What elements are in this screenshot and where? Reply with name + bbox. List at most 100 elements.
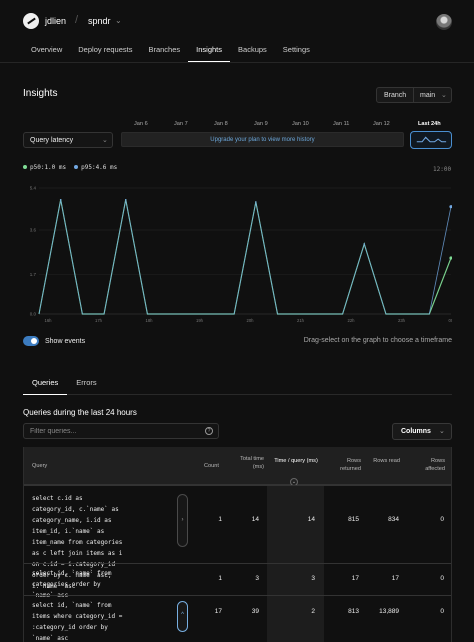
query-count: 1 bbox=[218, 516, 222, 523]
table-row[interactable]: select id, `name` from items where categ… bbox=[24, 595, 451, 642]
chart-data-point[interactable] bbox=[449, 256, 452, 260]
query-time-per-query: 14 bbox=[307, 516, 315, 523]
query-total-time: 39 bbox=[251, 608, 259, 615]
chart-y-tick-label: 1.7 bbox=[30, 272, 37, 277]
columns-button-label: Columns bbox=[401, 428, 431, 435]
database-dropdown-chevron-icon[interactable]: ⌄ bbox=[115, 16, 122, 25]
chart-x-tick-label: 19h bbox=[196, 318, 204, 323]
show-events-toggle[interactable] bbox=[23, 336, 39, 346]
day-jan-6[interactable]: Jan 6 bbox=[134, 121, 148, 127]
tab-deploy-requests[interactable]: Deploy requests bbox=[78, 45, 133, 54]
column-time-per-query[interactable]: Time / query (ms) bbox=[274, 458, 318, 464]
query-rows-returned: 813 bbox=[348, 608, 359, 615]
show-events-toggle-row[interactable]: Show events bbox=[23, 336, 85, 346]
query-time-per-query: 3 bbox=[311, 575, 315, 582]
breadcrumb-separator: / bbox=[75, 14, 79, 26]
legend-p50: p50:1.0 ms bbox=[23, 164, 66, 171]
query-rows-affected: 0 bbox=[440, 516, 444, 523]
chevron-down-icon[interactable]: ⌄ bbox=[441, 92, 447, 99]
database-tabs: Overview Deploy requests Branches Insigh… bbox=[23, 40, 318, 62]
chart-y-tick-label: 3.6 bbox=[30, 228, 37, 233]
chart-x-tick-label: 00h bbox=[449, 318, 453, 323]
chart-data-point[interactable] bbox=[125, 198, 127, 201]
selected-day-mini-graph[interactable] bbox=[410, 131, 452, 149]
table-header: Query Count Total time (ms) Time / query… bbox=[24, 447, 451, 486]
upgrade-history-link[interactable]: Upgrade your plan to view more history bbox=[121, 132, 404, 147]
query-sql: select id, `name` from items where categ… bbox=[32, 602, 123, 642]
query-time-per-query: 2 bbox=[311, 608, 315, 615]
database-name[interactable]: spndr bbox=[88, 16, 111, 26]
day-jan-7[interactable]: Jan 7 bbox=[174, 121, 188, 127]
page-title: Insights bbox=[23, 88, 58, 99]
legend-p50-label: p50:1.0 ms bbox=[30, 164, 67, 171]
query-rows-read: 17 bbox=[391, 575, 399, 582]
tab-overview[interactable]: Overview bbox=[31, 45, 63, 54]
planetscale-logo-icon[interactable] bbox=[23, 13, 39, 29]
query-rows-returned: 815 bbox=[348, 516, 359, 523]
branch-value[interactable]: main bbox=[420, 92, 436, 99]
query-rows-affected: 0 bbox=[440, 608, 444, 615]
chart-data-point[interactable] bbox=[59, 198, 62, 201]
chart-x-tick-label: 17h bbox=[95, 318, 103, 323]
chart-x-tick-label: 22h bbox=[348, 318, 356, 323]
day-jan-12[interactable]: Jan 12 bbox=[373, 121, 390, 127]
tab-queries[interactable]: Queries bbox=[23, 373, 68, 395]
help-icon[interactable]: ? bbox=[205, 427, 213, 435]
filter-queries-input[interactable] bbox=[24, 424, 204, 438]
organization-name[interactable]: jdlien bbox=[45, 16, 67, 26]
query-rows-read: 13,889 bbox=[379, 608, 399, 615]
query-count: 1 bbox=[218, 575, 222, 582]
chart-data-point[interactable] bbox=[363, 243, 365, 245]
chart-x-tick-label: 18h bbox=[146, 318, 154, 323]
chart-data-point[interactable] bbox=[449, 205, 452, 209]
table-row[interactable]: select id, `name` from categories order … bbox=[24, 563, 451, 599]
query-rows-affected: 0 bbox=[440, 575, 444, 582]
chart-legend: p50:1.0 ms p95:4.6 ms bbox=[23, 164, 117, 171]
expand-query-chevron-icon[interactable]: › bbox=[177, 494, 188, 547]
tab-settings[interactable]: Settings bbox=[282, 45, 310, 54]
day-jan-10[interactable]: Jan 10 bbox=[292, 121, 309, 127]
top-navigation: jdlien / spndr ⌄ Overview Deploy request… bbox=[0, 0, 474, 63]
chart-data-point[interactable] bbox=[255, 201, 257, 203]
legend-blue-dot bbox=[74, 165, 79, 169]
show-events-label: Show events bbox=[45, 337, 86, 345]
metric-select-value: Query latency bbox=[30, 137, 74, 144]
chart-x-tick-label: 23h bbox=[398, 318, 406, 323]
column-rows-affected[interactable]: Rows affected bbox=[425, 458, 445, 472]
chart-x-tick-label: 21h bbox=[297, 318, 305, 323]
queries-table: Query Count Total time (ms) Time / query… bbox=[23, 447, 452, 642]
branch-selector[interactable]: Branch main ⌄ bbox=[376, 87, 452, 103]
branch-divider bbox=[413, 88, 414, 102]
column-total-time[interactable]: Total time (ms) bbox=[240, 456, 264, 470]
chart-x-tick-label: 16h bbox=[45, 318, 53, 323]
chart-x-tick-label: 20h bbox=[247, 318, 255, 323]
day-last-24h[interactable]: Last 24h bbox=[418, 121, 441, 127]
column-count[interactable]: Count bbox=[204, 463, 219, 469]
day-jan-9[interactable]: Jan 9 bbox=[254, 121, 268, 127]
chart-y-tick-label: 5.4 bbox=[30, 186, 37, 191]
column-rows-read[interactable]: Rows read bbox=[373, 458, 400, 464]
columns-button[interactable]: Columns ⌄ bbox=[392, 423, 452, 440]
queries-section-title: Queries during the last 24 hours bbox=[23, 408, 137, 417]
metric-select[interactable]: Query latency ⌄ bbox=[23, 132, 113, 148]
table-row[interactable]: select c.id as category_id, c.`name` as … bbox=[24, 485, 451, 590]
day-jan-8[interactable]: Jan 8 bbox=[214, 121, 228, 127]
tab-branches[interactable]: Branches bbox=[148, 45, 181, 54]
day-jan-11[interactable]: Jan 11 bbox=[333, 121, 350, 127]
legend-green-dot bbox=[23, 165, 27, 169]
user-avatar[interactable] bbox=[436, 14, 452, 30]
collapse-query-chevron-icon[interactable]: ^ bbox=[177, 601, 188, 632]
column-query[interactable]: Query bbox=[32, 463, 48, 469]
tab-insights[interactable]: Insights bbox=[188, 40, 231, 62]
chevron-down-icon[interactable]: ⌄ bbox=[102, 137, 108, 144]
query-total-time: 3 bbox=[255, 575, 259, 582]
chart-series-line-p95 bbox=[38, 199, 452, 315]
filter-queries-field[interactable]: ? bbox=[23, 423, 219, 439]
tab-backups[interactable]: Backups bbox=[238, 45, 267, 54]
chevron-down-icon: ⌄ bbox=[439, 428, 445, 435]
query-count: 17 bbox=[214, 608, 222, 615]
latency-chart[interactable]: 5.43.61.70.016h17h18h19h20h21h22h23h00h0… bbox=[23, 179, 452, 326]
query-total-time: 14 bbox=[251, 516, 259, 523]
column-rows-returned[interactable]: Rows returned bbox=[340, 458, 361, 472]
tab-errors[interactable]: Errors bbox=[76, 378, 97, 387]
